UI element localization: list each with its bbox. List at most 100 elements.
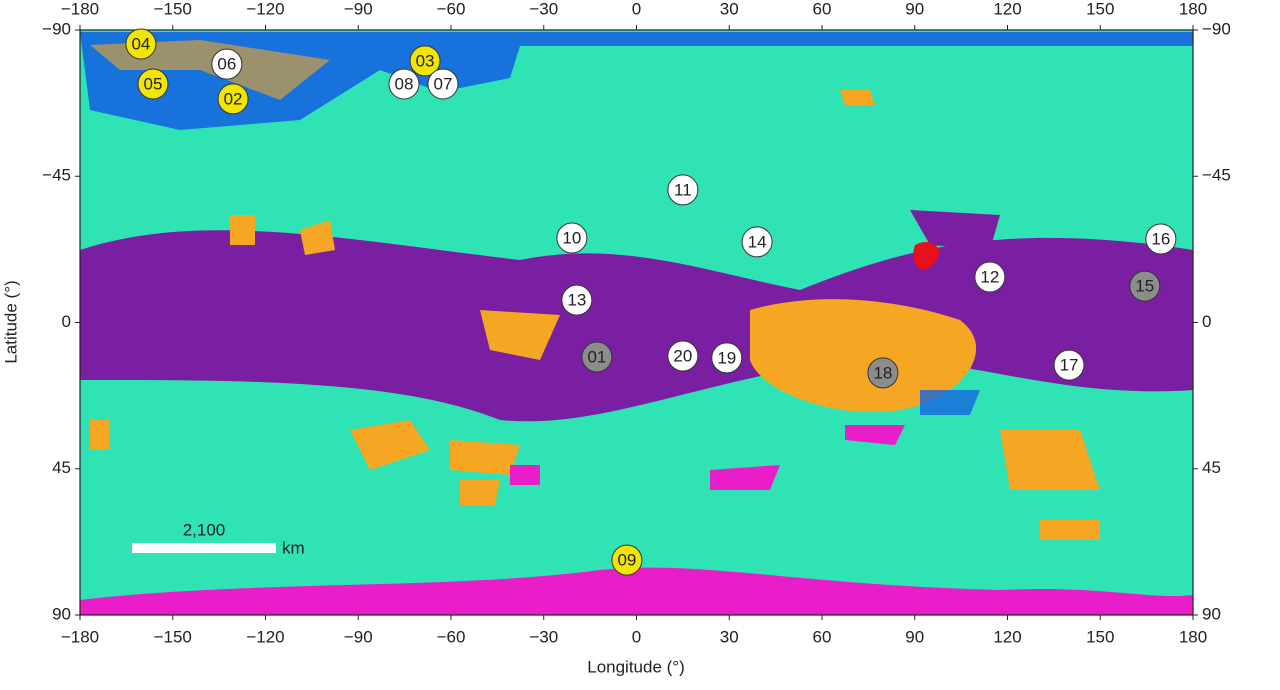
site-label: 20 [673,346,692,365]
scale-bar [132,543,276,553]
site-label: 08 [395,74,414,93]
site: 18 [867,357,899,389]
site: 03 [409,45,441,77]
site-label: 09 [617,551,636,570]
y-tick-label: −90 [1202,19,1231,38]
x-tick-label: 0 [632,627,641,646]
site-marker [211,48,243,80]
site-marker [561,284,593,316]
x-tick-label: −90 [344,627,373,646]
site: 06 [211,48,243,80]
scale-unit: km [282,538,305,557]
y-tick-label: 45 [52,458,71,477]
site-label: 10 [562,228,581,247]
y-axis-label: Latitude (°) [1,280,20,363]
site-marker [1053,349,1085,381]
site-label: 18 [873,363,892,382]
site-marker [1129,270,1161,302]
x-tick-label: −120 [246,627,284,646]
site-label: 05 [144,74,163,93]
x-tick-label: 60 [813,627,832,646]
site-marker [581,341,613,373]
site-marker [1145,223,1177,255]
site-label: 01 [587,347,606,366]
y-tick-label: 0 [1202,312,1211,331]
site-label: 14 [748,232,767,251]
site-marker [137,68,169,100]
site-marker [974,261,1006,293]
x-tick-label: −90 [344,0,373,18]
site: 15 [1129,270,1161,302]
scale-label: 2,100 [183,520,226,539]
site: 12 [974,261,1006,293]
terrain [80,30,1193,615]
y-tick-label: 90 [1202,604,1221,623]
x-tick-label: −120 [246,0,284,18]
site: 10 [556,222,588,254]
site: 02 [217,83,249,115]
x-tick-label: 90 [905,0,924,18]
site-label: 04 [131,34,150,53]
x-tick-label: 120 [993,627,1021,646]
x-tick-label: 150 [1086,0,1114,18]
y-tick-label: −90 [42,19,71,38]
site: 14 [741,226,773,258]
site: 01 [581,341,613,373]
x-tick-label: 60 [813,0,832,18]
site-marker [409,45,441,77]
site-marker [427,68,459,100]
x-axis-label: Longitude (°) [587,657,685,676]
site-marker [741,226,773,258]
site: 16 [1145,223,1177,255]
x-tick-label: −30 [529,0,558,18]
site-label: 19 [717,348,736,367]
site-label: 16 [1151,229,1170,248]
site-marker [667,174,699,206]
site-label: 06 [217,55,236,74]
site-label: 02 [224,89,243,108]
x-tick-label: −60 [437,627,466,646]
x-tick-label: 180 [1179,0,1207,18]
site-marker [125,28,157,60]
x-tick-label: 30 [720,627,739,646]
x-tick-label: −150 [154,0,192,18]
site-label: 13 [567,291,586,310]
site: 13 [561,284,593,316]
x-tick-label: 120 [993,0,1021,18]
site-marker [388,68,420,100]
site-marker [667,340,699,372]
site-label: 11 [674,180,692,199]
y-tick-label: 0 [62,312,71,331]
x-tick-label: 180 [1179,627,1207,646]
site-label: 17 [1060,356,1079,375]
y-tick-label: −45 [42,166,71,185]
site-marker [711,342,743,374]
site-marker [217,83,249,115]
y-tick-label: 90 [52,604,71,623]
site-marker [556,222,588,254]
x-tick-label: 150 [1086,627,1114,646]
x-tick-label: 30 [720,0,739,18]
x-tick-label: −30 [529,627,558,646]
site: 05 [137,68,169,100]
site-label: 12 [980,267,999,286]
site: 08 [388,68,420,100]
x-tick-label: −150 [154,627,192,646]
site: 07 [427,68,459,100]
site-label: 03 [416,51,435,70]
site: 19 [711,342,743,374]
site-marker [867,357,899,389]
site: 04 [125,28,157,60]
site-label: 15 [1135,277,1154,296]
site-marker [611,544,643,576]
x-tick-label: −60 [437,0,466,18]
site: 17 [1053,349,1085,381]
x-tick-label: 90 [905,627,924,646]
x-tick-label: −180 [61,0,99,18]
x-tick-label: 0 [632,0,641,18]
y-tick-label: −45 [1202,166,1231,185]
y-tick-label: 45 [1202,458,1221,477]
x-tick-label: −180 [61,627,99,646]
site: 09 [611,544,643,576]
